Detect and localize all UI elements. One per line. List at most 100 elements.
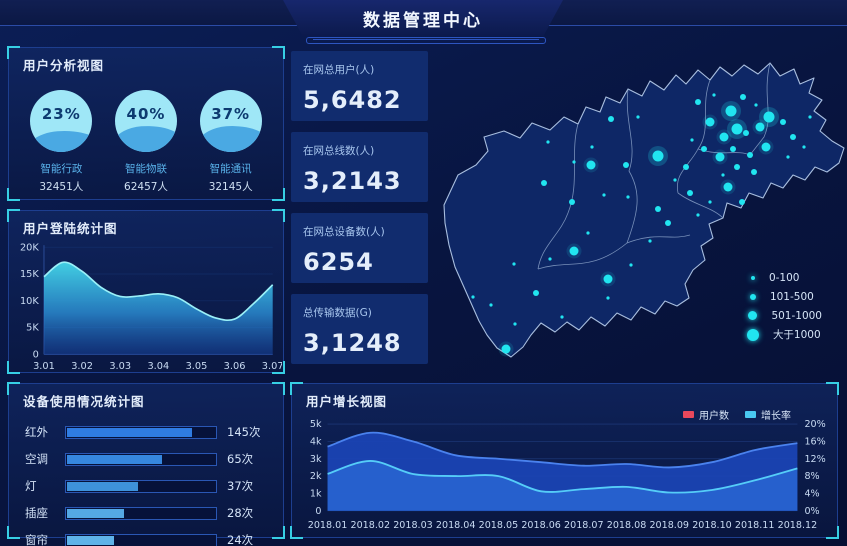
- map-data-point: [665, 220, 671, 226]
- map-data-point: [569, 199, 575, 205]
- device-bar-label: 空调: [25, 452, 48, 466]
- svg-text:0: 0: [33, 349, 39, 360]
- map-data-point: [808, 115, 812, 119]
- stat-card: 在网总线数(人) 3,2143: [291, 132, 428, 202]
- device-bar-label: 插座: [25, 506, 48, 520]
- map-data-point: [683, 164, 689, 170]
- map-data-point: [690, 138, 694, 142]
- gauge-group: 23% 智能行政 32451人 40% 智能物联 62457人 37% 智能通讯…: [9, 74, 283, 194]
- legend-swatch: [745, 411, 756, 418]
- map-data-point: [712, 93, 716, 97]
- device-bar-row: 窗帘 24次: [25, 533, 269, 546]
- growth-chart-legend: 用户数 增长率: [683, 407, 791, 422]
- device-bar-fill: [67, 481, 138, 491]
- device-bar-row: 空调 65次: [25, 452, 269, 466]
- legend-size-label: 大于1000: [772, 329, 821, 341]
- svg-text:2k: 2k: [310, 471, 322, 482]
- svg-text:3.07: 3.07: [262, 361, 282, 372]
- stat-card: 在网总用户(人) 5,6482: [291, 51, 428, 121]
- device-bar-track: [65, 533, 217, 546]
- map-data-point: [513, 322, 517, 326]
- liquid-gauge: 23% 智能行政 32451人: [21, 86, 101, 194]
- corner-bracket: [272, 361, 285, 374]
- gauge-circle: 40%: [114, 90, 177, 152]
- device-bar-label: 红外: [25, 425, 48, 439]
- map-data-point: [673, 178, 677, 182]
- map-data-point: [708, 200, 712, 204]
- legend-item-用户数[interactable]: 用户数: [683, 407, 729, 422]
- map-data-point: [802, 145, 806, 149]
- device-bar-value: 37次: [227, 479, 254, 493]
- legend-size-label: 501-1000: [771, 309, 822, 322]
- map-data-point: [512, 262, 516, 266]
- map-inner-border: [626, 88, 638, 244]
- liquid-gauge: 40% 智能物联 62457人: [106, 86, 186, 194]
- device-bar-fill: [67, 535, 114, 545]
- map-data-point: [740, 94, 746, 100]
- region-map: 0-100 101-500 501-1000 大于1000: [428, 44, 847, 378]
- map-data-point: [763, 111, 775, 123]
- map-data-point: [721, 173, 725, 177]
- map-data-point: [747, 152, 753, 158]
- map-data-point: [786, 155, 790, 159]
- svg-text:10K: 10K: [20, 296, 39, 307]
- gauge-percent: 40%: [126, 105, 166, 123]
- corner-bracket: [290, 526, 303, 539]
- panel-user-growth: 用户增长视图 用户数 增长率 0 1k 2k 3k 4k 5k 0% 4% 8% 12% 16% 20…: [290, 382, 839, 539]
- svg-text:4k: 4k: [310, 436, 322, 447]
- corner-bracket: [7, 526, 20, 539]
- svg-text:2018.08: 2018.08: [607, 520, 647, 531]
- map-data-point: [623, 162, 629, 168]
- map-data-point: [754, 103, 758, 107]
- svg-text:16%: 16%: [804, 436, 825, 447]
- svg-text:0: 0: [315, 506, 321, 517]
- legend-size-label: 101-500: [769, 290, 814, 303]
- map-data-point: [606, 296, 610, 300]
- legend-size-dot: [749, 293, 756, 300]
- device-bar-row: 红外 145次: [25, 425, 269, 439]
- legend-label: 增长率: [761, 411, 791, 422]
- stat-card-value: 3,2143: [303, 167, 402, 195]
- legend-item-增长率[interactable]: 增长率: [745, 407, 791, 422]
- svg-text:3.06: 3.06: [224, 361, 246, 372]
- device-bar-track: [65, 479, 217, 493]
- device-bar-value: 28次: [227, 506, 254, 520]
- gauge-label: 智能物联: [124, 163, 167, 175]
- map-data-point: [731, 123, 743, 135]
- map-data-point: [546, 140, 550, 144]
- map-data-point: [755, 122, 765, 132]
- map-inner-border: [749, 62, 771, 156]
- map-data-point: [730, 146, 736, 152]
- svg-text:2018.05: 2018.05: [479, 520, 519, 531]
- map-legend-row: 501-1000: [747, 306, 822, 325]
- map-data-point: [780, 119, 786, 125]
- svg-text:5K: 5K: [26, 323, 39, 334]
- svg-text:2018.12: 2018.12: [778, 520, 818, 531]
- corner-bracket: [272, 382, 285, 395]
- svg-text:2018.06: 2018.06: [521, 520, 561, 531]
- svg-text:2018.03: 2018.03: [393, 520, 433, 531]
- svg-text:2018.11: 2018.11: [735, 520, 775, 531]
- map-data-point: [723, 182, 733, 192]
- map-data-point: [715, 152, 725, 162]
- gauge-count: 32145人: [208, 181, 253, 193]
- svg-text:2018.10: 2018.10: [692, 520, 732, 531]
- device-bar-track: [65, 452, 217, 466]
- legend-swatch: [683, 411, 694, 418]
- map-inner-border: [537, 123, 579, 270]
- stat-card-label: 在网总线数(人): [303, 145, 375, 157]
- map-data-point: [586, 231, 590, 235]
- svg-text:3.05: 3.05: [186, 361, 208, 372]
- stat-card-value: 3,1248: [303, 329, 402, 357]
- device-bar-fill: [67, 454, 162, 464]
- map-data-point: [636, 115, 640, 119]
- legend-size-label: 0-100: [768, 271, 800, 284]
- map-data-point: [569, 246, 579, 256]
- svg-text:2018.01: 2018.01: [308, 520, 348, 531]
- title-underline-decoration: [306, 37, 546, 44]
- login-area-chart: 0 5K 10K 15K 20K 3.01 3.02 3.03 3.04 3.05 3.06 3.07: [20, 242, 284, 372]
- svg-text:2018.02: 2018.02: [350, 520, 390, 531]
- map-data-point: [533, 290, 539, 296]
- growth-area-chart: 0 1k 2k 3k 4k 5k 0% 4% 8% 12% 16% 20% 2018.01 2018.02…: [308, 419, 826, 531]
